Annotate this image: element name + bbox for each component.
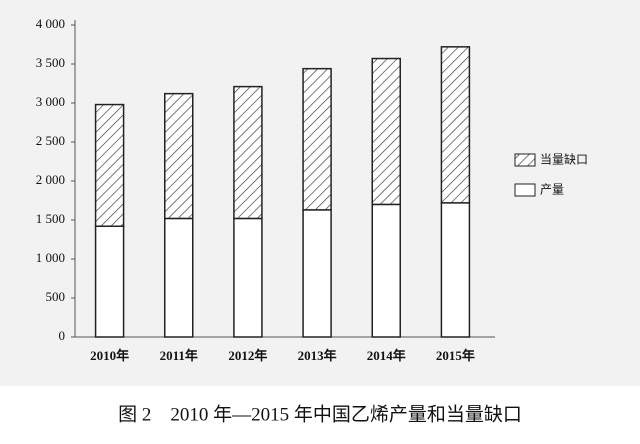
x-tick-label: 2010年 <box>90 348 129 363</box>
bar-segment <box>371 57 401 206</box>
y-tick-label: 3 500 <box>36 55 65 70</box>
y-tick-label: 500 <box>46 289 66 304</box>
x-tick-label: 2015年 <box>436 348 475 363</box>
y-tick-label: 3 000 <box>36 94 65 109</box>
y-tick-label: 1 000 <box>36 250 65 265</box>
bar-segment <box>94 225 125 338</box>
chart-title: 图 2 2010 年—2015 年中国乙烯产量和当量缺口 <box>118 403 522 425</box>
x-tick-label: 2014年 <box>367 348 406 363</box>
bar-segment <box>94 103 125 227</box>
bar-segment <box>302 209 332 338</box>
legend-label: 产量 <box>540 183 564 197</box>
bar-segment <box>371 203 401 338</box>
legend-label: 当量缺口 <box>540 152 588 167</box>
y-tick-label: 2 000 <box>36 172 65 187</box>
x-tick-label: 2013年 <box>298 348 337 363</box>
x-tick-label: 2011年 <box>160 348 198 363</box>
y-tick-label: 1 500 <box>36 211 65 226</box>
bar-segment <box>233 217 263 338</box>
bar-segment <box>440 46 471 204</box>
bar-segment <box>164 217 194 338</box>
bar-segment <box>164 92 194 220</box>
x-tick-label: 2012年 <box>228 348 267 363</box>
legend-swatch <box>514 153 536 167</box>
bar-segment <box>302 67 332 211</box>
y-tick-label: 4 000 <box>36 16 65 31</box>
y-tick-label: 2 500 <box>36 133 65 148</box>
bar-segment <box>440 202 471 338</box>
legend-swatch <box>514 183 536 197</box>
bar-segment <box>233 85 263 220</box>
y-tick-label: 0 <box>59 328 66 343</box>
